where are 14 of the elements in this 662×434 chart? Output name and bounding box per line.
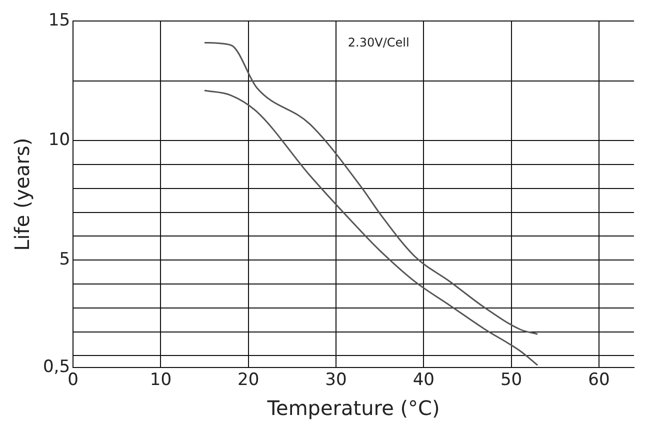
y-tick-label: 15 <box>48 10 70 31</box>
y-tick-label: 5 <box>59 250 70 270</box>
x-tick-label: 30 <box>325 370 347 390</box>
x-tick-label: 10 <box>150 370 172 390</box>
x-tick-label: 20 <box>238 370 260 390</box>
x-tick-label: 0 <box>68 370 78 390</box>
y-axis-title: Life (years) <box>10 138 34 251</box>
y-tick-label: 10 <box>48 130 70 150</box>
x-tick-label: 50 <box>500 370 522 390</box>
annotation: 2.30V/Cell <box>348 35 410 50</box>
x-axis-title: Temperature (°C) <box>266 396 440 420</box>
x-tick-label: 40 <box>412 370 434 390</box>
x-tick-label: 60 <box>588 370 610 390</box>
line-series <box>204 90 538 366</box>
